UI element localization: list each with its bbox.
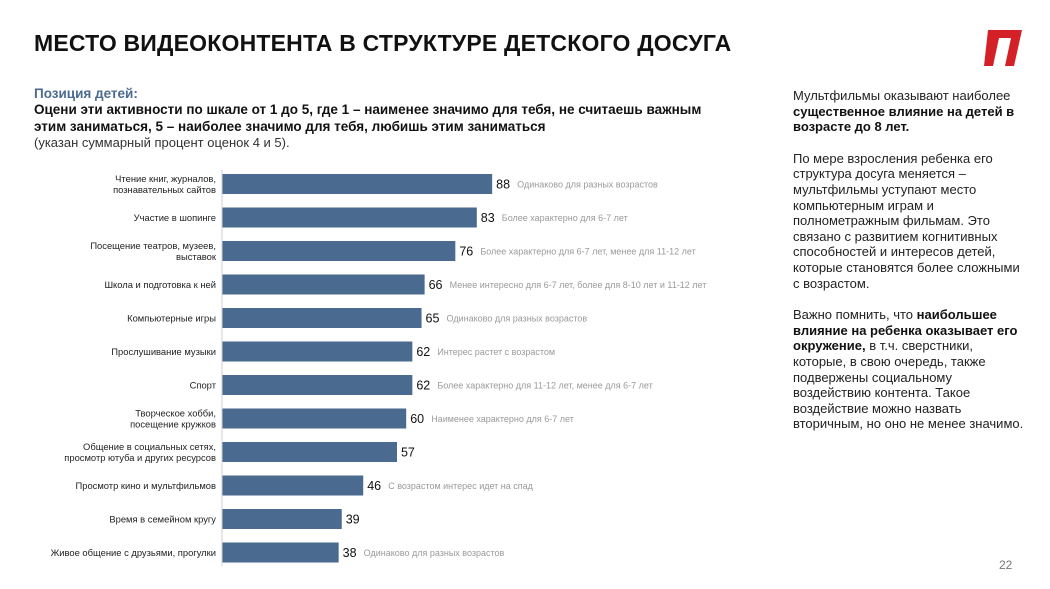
bar (222, 241, 456, 261)
side-paragraph-2: По мере взросления ребенка его структура… (793, 150, 1020, 291)
bar-annotation: Более характерно для 6-7 лет, менее для … (480, 247, 695, 257)
side-commentary: Мультфильмы оказывают наиболее существен… (793, 88, 1028, 448)
value-label: 39 (346, 513, 360, 527)
side-p1-text: Мультфильмы оказывают наиболее (793, 88, 1011, 103)
question-block: Позиция детей: Оцени эти активности по ш… (34, 86, 734, 152)
bar-annotation: Менее интересно для 6-7 лет, более для 8… (450, 280, 707, 290)
value-label: 46 (367, 479, 381, 493)
value-label: 66 (429, 278, 443, 292)
bar (222, 509, 342, 529)
bar (222, 308, 422, 328)
side-p1-bold: существенное влияние на детей в возрасте… (793, 103, 1015, 135)
question-note: (указан суммарный процент оценок 4 и 5). (34, 135, 290, 150)
bar-annotation: Более характерно для 11-12 лет, менее дл… (437, 381, 652, 391)
bar (222, 475, 364, 496)
question-text: Оцени эти активности по шкале от 1 до 5,… (34, 102, 702, 134)
activities-bar-chart: Чтение книг, журналов, познавательных сай… (51, 170, 707, 566)
bar-annotation: Одинаково для разных возрастов (517, 180, 658, 190)
side-p3-text: Важно помнить, что (793, 307, 917, 323)
side-paragraph-1: Мультфильмы оказывают наиболее существен… (793, 88, 1028, 135)
side-paragraph-3: Важно помнить, что наибольшее влияние на… (793, 307, 1028, 432)
category-label: Участие в шопинге (134, 212, 216, 223)
category-label: Компьютерные игры (127, 313, 216, 324)
category-label: Общение в социальных сетях, просмотр ютуб… (64, 441, 216, 463)
bar (222, 442, 397, 462)
slide-title: МЕСТО ВИДЕОКОНТЕНТА В СТРУКТУРЕ ДЕТСКОГО… (34, 30, 732, 56)
value-label: 83 (481, 211, 495, 225)
category-label: Время в семейном кругу (109, 514, 216, 525)
category-label: Посещение театров, музеев, выставок (90, 240, 217, 262)
category-label: Школа и подготовка к ней (104, 279, 216, 290)
category-label: Прослушивание музыки (111, 346, 216, 357)
value-label: 65 (426, 312, 440, 326)
value-label: 62 (416, 379, 430, 393)
side-p3-bold: наибольшее влияние на ребенка оказывает … (793, 307, 1018, 354)
value-label: 62 (416, 345, 430, 359)
bar-annotation: Одинаково для разных возрастов (447, 314, 588, 324)
bar-annotation: Интерес растет с возрастом (437, 347, 555, 357)
value-label: 57 (401, 446, 415, 460)
bar (222, 207, 477, 228)
bar-annotation: Одинаково для разных возрастов (364, 548, 505, 558)
bar-annotation: Более характерно для 6-7 лет (502, 213, 628, 223)
brand-logo-icon (984, 30, 1022, 66)
page-number: 22 (999, 558, 1013, 572)
category-label: Творческое хобби, посещение кружков (130, 408, 216, 430)
bar (222, 341, 413, 362)
category-label: Живое общение с друзьями, прогулки (51, 547, 216, 558)
value-label: 76 (459, 245, 473, 259)
bar (222, 274, 425, 295)
bar (222, 542, 339, 563)
category-label: Чтение книг, журналов, познавательных сай… (113, 173, 216, 195)
category-label: Спорт (190, 380, 217, 391)
bar (222, 375, 413, 395)
side-p3-tail: в т.ч. сверстники, которые, в свою очере… (793, 338, 1024, 432)
bar (222, 408, 407, 429)
bar-annotation: С возрастом интерес идет на спад (388, 481, 533, 491)
value-label: 88 (496, 178, 510, 192)
category-label: Просмотр кино и мультфильмов (76, 480, 217, 491)
bar (222, 174, 493, 194)
question-subtitle: Позиция детей: (34, 86, 138, 101)
bar-annotation: Наименее характерно для 6-7 лет (431, 414, 574, 424)
value-label: 60 (410, 412, 424, 426)
value-label: 38 (343, 546, 357, 560)
